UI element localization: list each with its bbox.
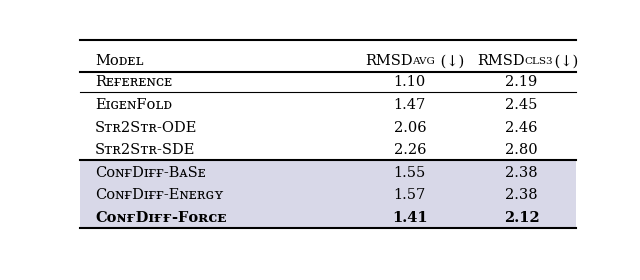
Text: RMSD: RMSD xyxy=(477,54,524,68)
Text: CLS3: CLS3 xyxy=(524,57,552,66)
Text: 2.06: 2.06 xyxy=(394,121,426,135)
Text: 1.47: 1.47 xyxy=(394,98,426,112)
Text: Sᴛʀ2Sᴛʀ-SDE: Sᴛʀ2Sᴛʀ-SDE xyxy=(95,143,195,157)
Bar xyxy=(80,159,576,228)
Text: AVG: AVG xyxy=(412,57,435,66)
Text: 2.80: 2.80 xyxy=(505,143,538,157)
Text: 2.46: 2.46 xyxy=(505,121,538,135)
Text: 1.10: 1.10 xyxy=(394,75,426,89)
Text: 2.38: 2.38 xyxy=(505,166,538,180)
Text: Mᴏᴅᴇʟ: Mᴏᴅᴇʟ xyxy=(95,54,143,68)
Text: 1.57: 1.57 xyxy=(394,188,426,202)
Text: Sᴛʀ2Sᴛʀ-ODE: Sᴛʀ2Sᴛʀ-ODE xyxy=(95,121,197,135)
Text: RMSD: RMSD xyxy=(365,54,413,68)
Text: 2.12: 2.12 xyxy=(504,211,540,225)
Text: EɪɢᴇɴFᴏʟᴅ: EɪɢᴇɴFᴏʟᴅ xyxy=(95,98,172,112)
Text: CᴏɴғDɪғғ-BᴀЅᴇ: CᴏɴғDɪғғ-BᴀЅᴇ xyxy=(95,166,205,180)
Text: 1.55: 1.55 xyxy=(394,166,426,180)
Text: 1.41: 1.41 xyxy=(392,211,428,225)
Text: Rᴇғᴇʀᴇɴᴄᴇ: Rᴇғᴇʀᴇɴᴄᴇ xyxy=(95,75,172,89)
Text: 2.26: 2.26 xyxy=(394,143,426,157)
Text: (↓): (↓) xyxy=(550,54,578,68)
Text: CᴏɴғDɪғғ-Fᴏʀᴄᴇ: CᴏɴғDɪғғ-Fᴏʀᴄᴇ xyxy=(95,211,227,225)
Text: 2.45: 2.45 xyxy=(505,98,538,112)
Text: (↓): (↓) xyxy=(436,54,465,68)
Text: CᴏɴғDɪғғ-Eɴᴇʀɢʏ: CᴏɴғDɪғғ-Eɴᴇʀɢʏ xyxy=(95,188,223,202)
Text: 2.19: 2.19 xyxy=(506,75,538,89)
Text: 2.38: 2.38 xyxy=(505,188,538,202)
